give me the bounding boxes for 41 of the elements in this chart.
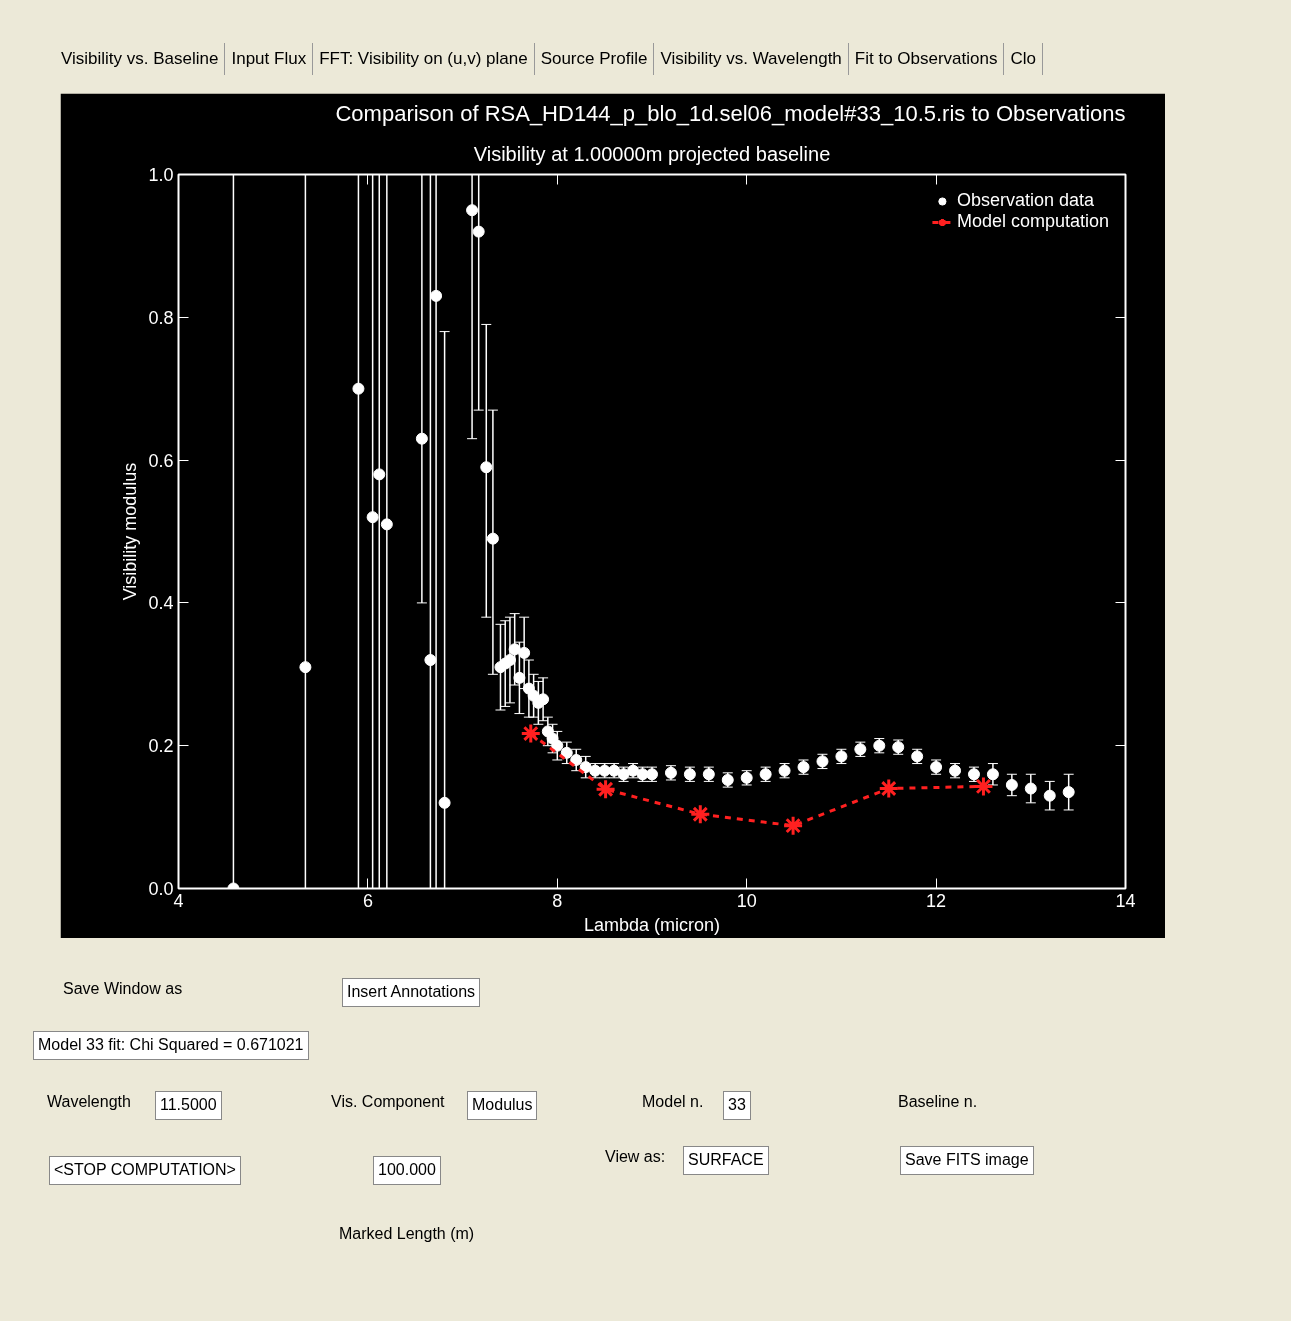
text: Fit to Observations	[848, 43, 1005, 76]
y-axis-title: Visibility modulus	[120, 462, 141, 601]
source-note: Source Profile	[534, 43, 655, 76]
text: Save Window as	[63, 979, 183, 999]
text: Input Flux	[225, 43, 314, 76]
x-tick-label: 6	[362, 890, 373, 911]
text: Model 33 fit: Chi Squared = 0.671021	[33, 1031, 309, 1060]
text: Vis. Component	[331, 1092, 445, 1112]
text: <STOP COMPUTATION>	[49, 1156, 241, 1185]
legend-label: Model computation	[956, 211, 1109, 232]
text: Visibility vs. Baseline	[55, 43, 226, 76]
x-tick-label: 14	[1115, 890, 1136, 911]
y-tick-label: 0.6	[148, 450, 174, 471]
x-tick-label: 8	[552, 890, 563, 911]
text: Clo	[1004, 43, 1043, 76]
y-tick-label: 0.0	[148, 879, 174, 899]
chart-title: Comparison of RSA_HD144_p_blo_1d.sel06_model#33_10.5.ris to Observations	[335, 100, 1126, 126]
chart-subtitle: Visibility at 1.00000m projected baseline	[473, 142, 831, 165]
text: Wavelength	[47, 1092, 131, 1112]
y-tick-label: 0.2	[148, 736, 174, 757]
text: Save FITS image	[900, 1146, 1034, 1175]
text: Baseline n.	[898, 1092, 978, 1112]
x-tick-label: 12	[926, 890, 947, 911]
x-tick-label: 10	[736, 890, 757, 911]
text: 11.5000	[155, 1091, 222, 1120]
text: Modulus	[467, 1091, 538, 1120]
text: View as:	[605, 1147, 666, 1167]
text: Model n.	[642, 1092, 704, 1112]
text: Visibility vs. Wavelength	[654, 43, 849, 76]
text: 33	[723, 1091, 751, 1120]
y-tick-label: 1.0	[148, 165, 174, 185]
y-tick-label: 0.4	[148, 593, 174, 614]
text: Marked Length (m)	[339, 1224, 475, 1244]
text: Insert Annotations	[342, 978, 481, 1007]
y-tick-label: 0.8	[148, 307, 174, 328]
legend-label: Observation data	[956, 190, 1094, 211]
text: FFT: Visibility on (u,v) plane	[313, 43, 535, 76]
x-axis-title: Lambda (micron)	[583, 914, 721, 935]
x-tick-label: 4	[173, 890, 184, 911]
text: 100.000	[373, 1156, 441, 1185]
text: SURFACE	[683, 1146, 769, 1175]
